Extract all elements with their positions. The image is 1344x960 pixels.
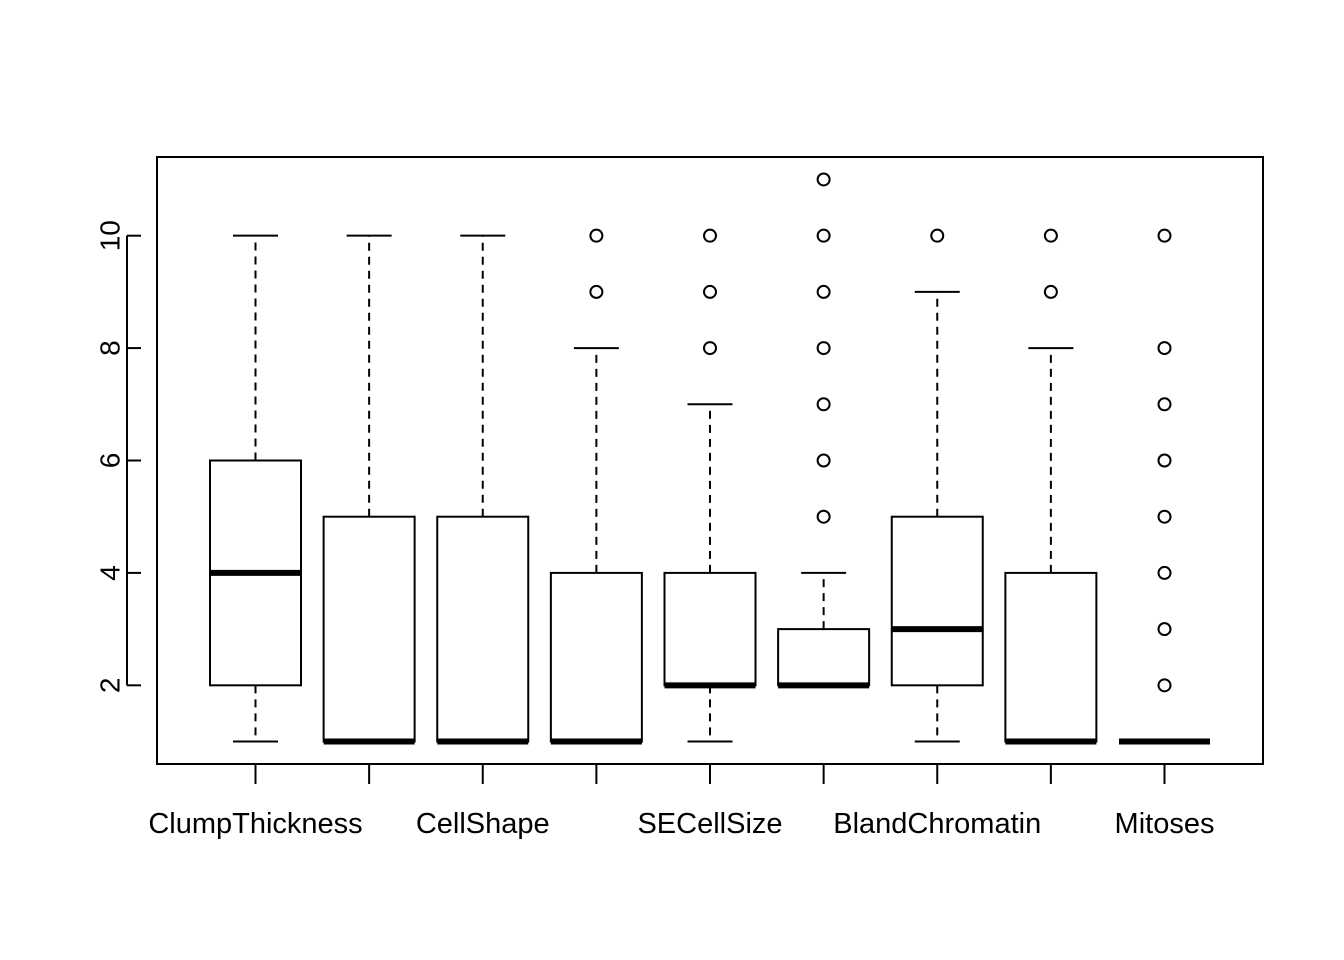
box-iqr	[549, 571, 643, 743]
y-tick-label: 6	[95, 453, 126, 469]
box-group	[209, 234, 302, 743]
box-iqr	[436, 515, 530, 743]
box-group	[890, 228, 984, 743]
box-group	[436, 234, 530, 745]
x-tick-label: CellShape	[416, 808, 550, 840]
outlier-point	[1043, 284, 1058, 299]
outlier-point	[1157, 678, 1172, 693]
outlier-point	[1157, 509, 1172, 524]
y-tick-label: 10	[95, 220, 126, 251]
box-iqr	[1004, 571, 1098, 743]
outlier-point	[1157, 565, 1172, 580]
outlier-point	[816, 397, 831, 412]
outlier-point	[816, 509, 831, 524]
outlier-point	[816, 228, 831, 243]
box-group	[663, 228, 757, 743]
outlier-point	[589, 284, 604, 299]
y-tick-label: 4	[95, 565, 126, 581]
x-tick-label: Mitoses	[1115, 808, 1215, 840]
box-group	[1119, 228, 1210, 745]
x-tick-label: SECellSize	[637, 808, 782, 840]
outlier-point	[1157, 622, 1172, 637]
x-tick-label: ClumpThickness	[148, 808, 362, 840]
box-iqr	[890, 515, 984, 687]
box-group	[777, 172, 871, 689]
boxes-layer	[209, 172, 1210, 745]
outlier-point	[816, 284, 831, 299]
outlier-point	[816, 172, 831, 187]
outlier-point	[816, 453, 831, 468]
outlier-point	[930, 228, 945, 243]
outlier-point	[1157, 397, 1172, 412]
outlier-point	[703, 228, 717, 243]
outlier-point	[1157, 341, 1172, 356]
x-axis: ClumpThickness CellShape SECellSize BlandCh…	[148, 763, 1215, 840]
y-axis: 2 4 6 8 10	[95, 220, 141, 694]
box-iqr	[322, 515, 416, 743]
outlier-point	[1157, 453, 1172, 468]
outlier-point	[703, 341, 717, 356]
box-group	[322, 234, 416, 745]
box-group	[549, 228, 643, 745]
y-tick-label: 8	[95, 340, 126, 356]
outlier-point	[703, 284, 717, 299]
box-iqr	[777, 628, 871, 687]
outlier-point	[1043, 228, 1058, 243]
plot-frame	[156, 156, 1264, 765]
outlier-point	[589, 228, 604, 243]
x-tick-label: BlandChromatin	[833, 808, 1041, 840]
box-group	[1004, 228, 1098, 745]
outlier-point	[816, 341, 831, 356]
outlier-point	[1157, 228, 1172, 243]
y-tick-label: 2	[95, 678, 126, 694]
box-iqr	[663, 571, 757, 687]
